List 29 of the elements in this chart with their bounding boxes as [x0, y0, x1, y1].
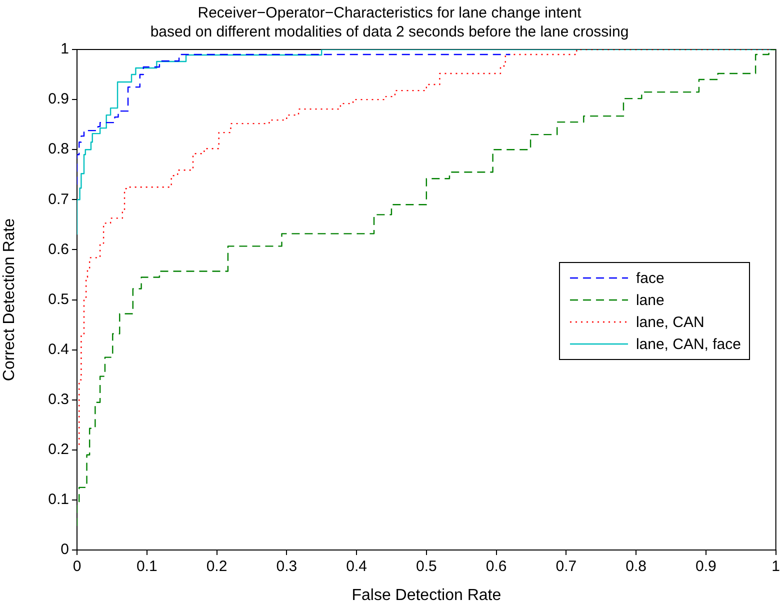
y-tick-label: 0.2 [48, 441, 69, 458]
legend-label: lane, CAN [636, 314, 704, 330]
y-tick-label: 0.3 [48, 390, 69, 408]
x-tick-label: 0.4 [346, 558, 367, 576]
y-tick-label: 0.9 [48, 90, 69, 108]
x-tick-label: 0.1 [136, 558, 158, 576]
x-tick-label: 0.8 [626, 558, 646, 576]
y-tick-label: 0.7 [48, 190, 69, 208]
legend-label: lane, CAN, face [636, 336, 741, 352]
y-tick-label: 0.1 [48, 491, 69, 508]
x-tick-label: 0.6 [486, 558, 507, 576]
y-tick-label: 0 [60, 541, 69, 558]
x-tick-label: 0.9 [696, 558, 716, 576]
x-tick-label: 0.3 [276, 558, 298, 576]
x-tick-label: 0.2 [206, 558, 228, 576]
y-axis-title: Correct Detection Rate [1, 218, 18, 382]
y-tick-label: 0.5 [48, 290, 69, 308]
y-tick-label: 1 [60, 40, 69, 58]
legend-label: face [636, 270, 664, 286]
x-tick-label: 0 [72, 558, 82, 576]
y-tick-label: 0.4 [48, 340, 69, 358]
y-tick-label: 0.6 [48, 240, 69, 258]
x-tick-label: 0.7 [556, 558, 577, 576]
chart-title: Receiver−Operator−Characteristics for lane change intent based on different modalities of data 2 seconds before the lane crossing [150, 4, 629, 40]
x-tick-label: 0.5 [416, 558, 437, 576]
y-tick-label: 0.8 [48, 140, 69, 158]
x-tick-label: 1 [772, 558, 780, 576]
x-axis-title: False Detection Rate [352, 586, 502, 604]
legend-label: lane [636, 292, 664, 308]
